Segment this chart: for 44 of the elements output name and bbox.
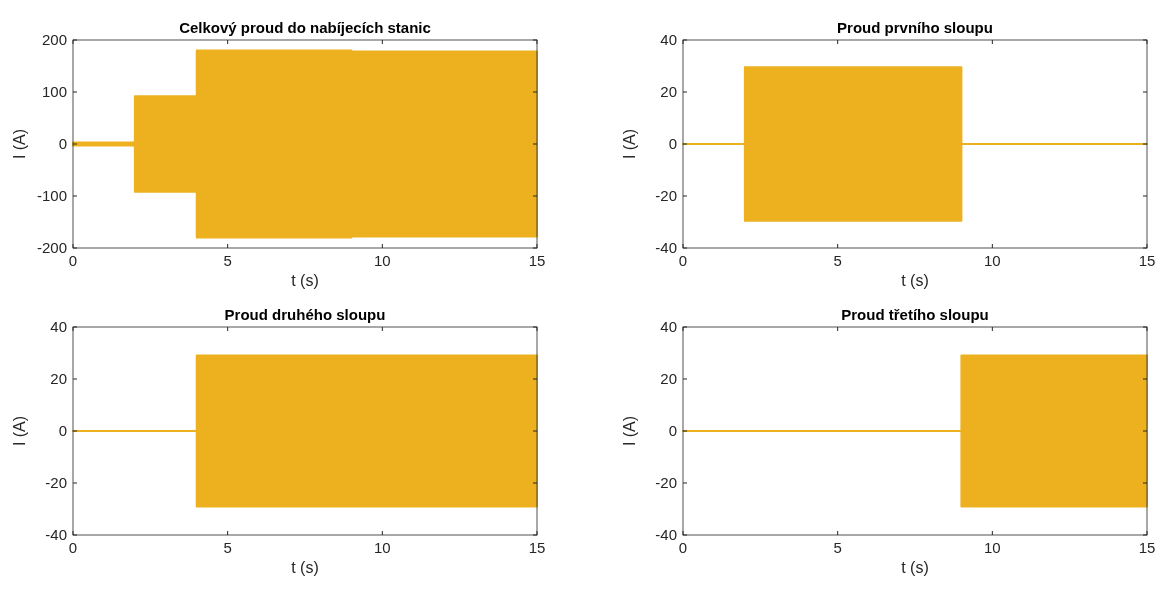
x-tick-label: 15 [528,252,546,269]
y-tick-label: 40 [50,318,67,335]
y-tick-label: -40 [655,526,677,543]
y-axis-title: I (A) [11,128,28,160]
chart-title: Celkový proud do nabíjecích stanic [179,19,431,36]
chart-title: Proud třetího sloupu [841,306,989,323]
x-tick-label: 15 [1138,539,1156,556]
x-axis-title: t (s) [901,272,929,289]
y-tick-label: 0 [58,135,67,152]
y-tick-label: -100 [36,187,67,204]
y-tick-label: -20 [655,187,677,204]
y-tick-label: 200 [41,31,67,48]
y-tick-label: -20 [45,474,67,491]
y-tick-label: -40 [655,239,677,256]
y-tick-label: 40 [660,318,677,335]
y-tick-label: 40 [660,31,677,48]
y-tick-label: 100 [41,83,67,100]
x-tick-label: 5 [833,252,842,269]
y-tick-label: 20 [660,370,677,387]
y-tick-label: -40 [45,526,67,543]
y-tick-label: 20 [50,370,67,387]
x-axis-title: t (s) [291,559,319,576]
x-tick-label: 10 [373,252,391,269]
x-axis-title: t (s) [901,559,929,576]
x-tick-label: 5 [833,539,842,556]
chart-title: Proud druhého sloupu [224,306,386,323]
x-tick-label: 15 [528,539,546,556]
x-tick-label: 10 [983,539,1001,556]
y-tick-label: -20 [655,474,677,491]
y-axis-title: I (A) [11,415,28,447]
y-tick-label: 0 [58,422,67,439]
x-tick-label: 10 [373,539,391,556]
y-tick-label: 0 [668,422,677,439]
x-tick-label: 5 [223,252,232,269]
x-axis-title: t (s) [291,272,319,289]
x-tick-label: 5 [223,539,232,556]
y-tick-label: 20 [660,83,677,100]
x-tick-label: 10 [983,252,1001,269]
y-tick-label: -200 [36,239,67,256]
y-tick-label: 0 [668,135,677,152]
y-axis-title: I (A) [621,415,638,447]
y-axis-title: I (A) [621,128,638,160]
chart-title: Proud prvního sloupu [837,19,993,36]
x-tick-label: 15 [1138,252,1156,269]
